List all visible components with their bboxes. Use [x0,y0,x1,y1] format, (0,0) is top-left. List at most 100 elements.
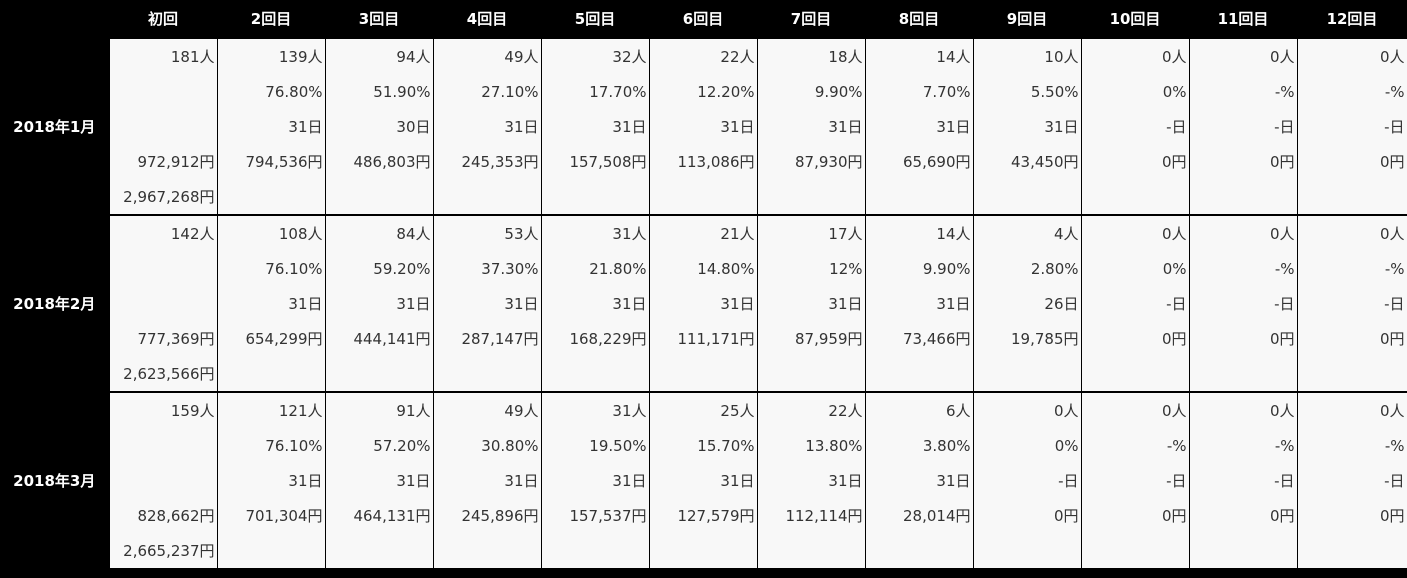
people-cell: 0人 [1080,37,1190,74]
table-row: 31日 31日 31日 31日 31日 31日 31日 -日 -日 -日 -日 [0,463,1407,498]
days-cell: 31日 [648,463,758,498]
table-row: 2,665,237円 [0,533,1407,569]
people-cell: 0人 [1080,214,1190,251]
people-cell: 121人 [216,391,326,428]
empty-cell [324,179,434,216]
days-cell: 31日 [216,109,326,144]
rate-cell: 3.80% [864,428,974,463]
rate-cell: 76.10% [216,428,326,463]
empty-cell [1080,179,1190,216]
people-cell: 17人 [756,214,866,251]
table-row: 76.10% 57.20% 30.80% 19.50% 15.70% 13.80% 3.80… [0,428,1407,463]
revenue-cell: 19,785円 [972,321,1082,356]
people-cell: 32人 [540,37,650,74]
revenue-cell: 0円 [1188,321,1298,356]
days-cell: 26日 [972,286,1082,321]
people-cell: 25人 [648,391,758,428]
rate-cell: 2.80% [972,251,1082,286]
days-cell: 31日 [864,109,974,144]
days-cell: 31日 [864,286,974,321]
table-row: 76.80% 51.90% 27.10% 17.70% 12.20% 9.90% 7.70%… [0,74,1407,109]
days-cell: 31日 [432,286,542,321]
empty-cell [756,533,866,569]
empty-cell [324,356,434,393]
rate-cell: -% [1188,251,1298,286]
people-cell: 6人 [864,391,974,428]
rate-cell: 76.80% [216,74,326,109]
empty-cell [972,179,1082,216]
people-cell: 0人 [1188,214,1298,251]
revenue-cell: 0円 [1080,498,1190,533]
people-cell: 108人 [216,214,326,251]
people-cell: 0人 [972,391,1082,428]
header-cell: 6回目 [649,0,757,38]
empty-cell [540,356,650,393]
empty-cell [648,179,758,216]
days-cell [108,286,218,321]
rate-cell: -% [1296,251,1407,286]
days-cell: 31日 [324,463,434,498]
revenue-cell: 87,930円 [756,144,866,179]
people-cell: 14人 [864,37,974,74]
rate-cell: 0% [1080,74,1190,109]
days-cell: 31日 [972,109,1082,144]
days-cell: 31日 [324,286,434,321]
table-row: 2018年3月 159人 121人 91人 49人 31人 25人 22人 6人 0人 0人 0人 0人 [0,391,1407,569]
people-cell: 94人 [324,37,434,74]
cohort-month-label: 2018年3月 [0,392,109,569]
empty-cell [216,533,326,569]
total-revenue-cell: 2,665,237円 [108,533,218,569]
days-cell: 31日 [432,463,542,498]
rate-cell: 7.70% [864,74,974,109]
empty-cell [1188,533,1298,569]
rate-cell: 5.50% [972,74,1082,109]
revenue-cell: 464,131円 [324,498,434,533]
people-cell: 21人 [648,214,758,251]
empty-cell [432,179,542,216]
rate-cell: -% [1188,74,1298,109]
rate-cell: -% [1188,428,1298,463]
empty-cell [1080,356,1190,393]
rate-cell: 27.10% [432,74,542,109]
rate-cell: -% [1296,428,1407,463]
people-cell: 4人 [972,214,1082,251]
empty-cell [1296,179,1407,216]
revenue-cell: 0円 [1188,144,1298,179]
revenue-cell: 972,912円 [108,144,218,179]
people-cell: 0人 [1188,37,1298,74]
revenue-cell: 127,579円 [648,498,758,533]
rate-cell: 9.90% [756,74,866,109]
empty-cell [324,533,434,569]
days-cell: 31日 [216,463,326,498]
rate-cell: 9.90% [864,251,974,286]
rate-cell: 21.80% [540,251,650,286]
days-cell: -日 [1080,109,1190,144]
revenue-cell: 43,450円 [972,144,1082,179]
people-cell: 49人 [432,391,542,428]
empty-cell [648,356,758,393]
empty-cell [972,356,1082,393]
header-cell: 2回目 [217,0,325,38]
header-cell: 12回目 [1297,0,1407,38]
people-cell: 53人 [432,214,542,251]
rate-cell [108,251,218,286]
days-cell: -日 [1080,463,1190,498]
empty-cell [216,356,326,393]
days-cell: 31日 [648,109,758,144]
days-cell: -日 [972,463,1082,498]
table-row: 2,967,268円 [0,179,1407,216]
table-row: 828,662円 701,304円 464,131円 245,896円 157,537円… [0,498,1407,533]
people-cell: 0人 [1296,214,1407,251]
rate-cell [108,74,218,109]
rate-cell: 0% [972,428,1082,463]
revenue-cell: 87,959円 [756,321,866,356]
empty-cell [1080,533,1190,569]
days-cell: -日 [1296,286,1407,321]
rate-cell: -% [1080,428,1190,463]
rate-cell: 13.80% [756,428,866,463]
revenue-cell: 794,536円 [216,144,326,179]
rate-cell: 19.50% [540,428,650,463]
total-revenue-cell: 2,623,566円 [108,356,218,393]
rate-cell: 12% [756,251,866,286]
empty-cell [648,533,758,569]
